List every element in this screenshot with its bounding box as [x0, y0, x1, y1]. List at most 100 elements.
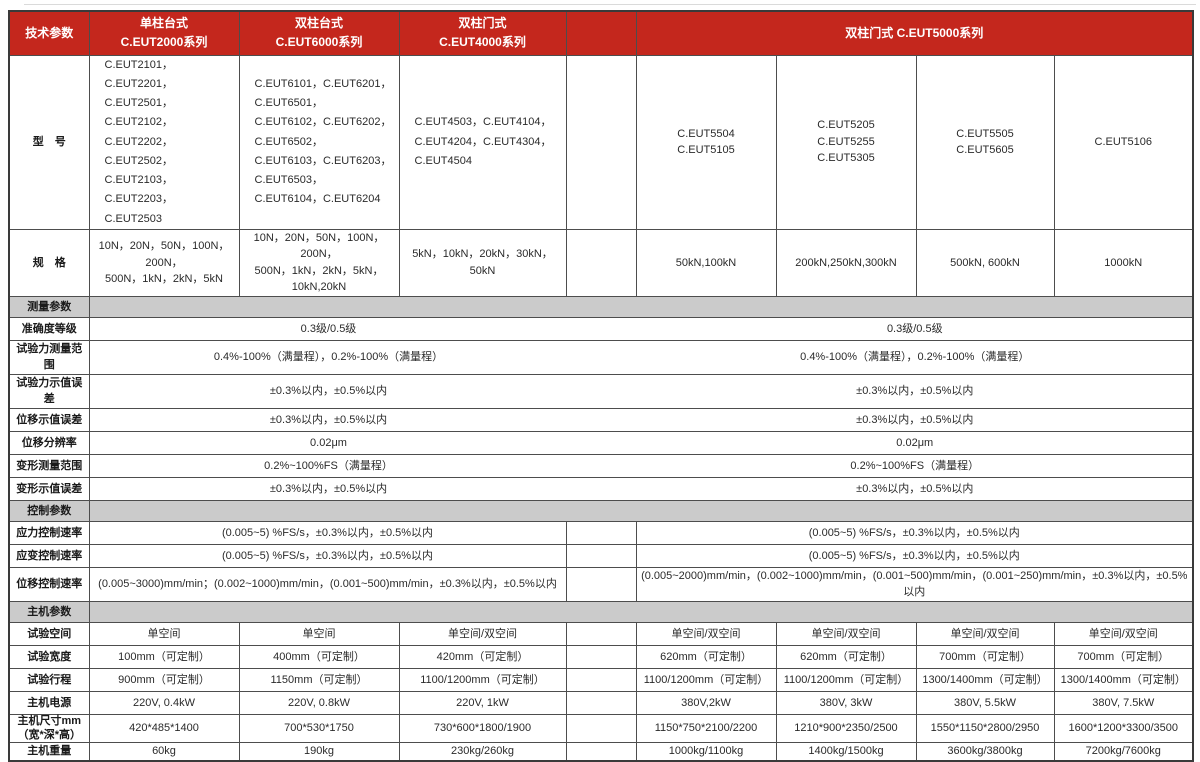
model-row: 型 号 C.EUT2101，C.EUT2201， C.EUT2501，C.EUT…	[8, 54, 1194, 230]
value-left: ±0.3%以内，±0.5%以内	[269, 482, 388, 495]
header-series-6000: 双柱台式 C.EUT6000系列	[238, 10, 400, 56]
table-row-force-range: 试验力测量范围 0.4%-100%（满量程），0.2%-100%（满量程） 0.…	[8, 339, 1194, 375]
model-cell-5000-c: C.EUT5505 C.EUT5605	[915, 54, 1055, 230]
value-left: (0.005~5) %FS/s，±0.3%以内，±0.5%以内	[88, 543, 567, 568]
value-right: (0.005~5) %FS/s，±0.3%以内，±0.5%以内	[635, 520, 1194, 545]
header-series-4000: 双柱门式 C.EUT4000系列	[398, 10, 567, 56]
capacity-cell-4000: 5kN，10kN，20kN，30kN，50kN	[398, 228, 567, 297]
table-row-displacement-resolution: 位移分辨率 0.02μm 0.02μm	[8, 430, 1194, 455]
machine-section-band: 主机参数	[8, 600, 1194, 623]
measurement-section-band: 测量参数	[8, 295, 1194, 318]
cell-4000: 1100/1200mm（可定制）	[398, 667, 567, 692]
cell-2000: 220V, 0.4kW	[88, 690, 240, 715]
cell-5000-b: 380V, 3kW	[775, 690, 917, 715]
spec-table: 技术参数 单柱台式 C.EUT2000系列 双柱台式 C.EUT6000系列 双…	[8, 10, 1195, 762]
value-right: 0.4%-100%（满量程），0.2%-100%（满量程）	[800, 351, 1030, 363]
cell-5000-d: 7200kg/7600kg	[1053, 742, 1194, 762]
capacity-cell-6000: 10N，20N，50N，100N，200N， 500N，1kN，2kN，5kN，…	[238, 228, 400, 297]
cell-6000: 190kg	[238, 742, 400, 762]
table-header-row: 技术参数 单柱台式 C.EUT2000系列 双柱台式 C.EUT6000系列 双…	[8, 10, 1194, 56]
value-right: ±0.3%以内，±0.5%以内	[856, 482, 974, 495]
measurement-section-title: 测量参数	[8, 295, 90, 318]
capacity-cell-2000: 10N，20N，50N，100N，200N， 500N，1kN，2kN，5kN	[88, 228, 240, 297]
table-row-deformation-error: 变形示值误差 ±0.3%以内，±0.5%以内 ±0.3%以内，±0.5%以内	[8, 476, 1194, 501]
cell-5000-b: 1100/1200mm（可定制）	[775, 667, 917, 692]
row-label: 主机尺寸mm （宽*深*高）	[8, 713, 90, 744]
row-label: 位移分辨率	[8, 430, 90, 455]
value-right: 0.2%~100%FS（满量程）	[850, 459, 980, 472]
machine-section-title: 主机参数	[8, 600, 90, 623]
value-right: 0.3级/0.5级	[886, 322, 943, 335]
row-label: 应变控制速率	[8, 543, 90, 568]
model-cell-2000: C.EUT2101，C.EUT2201， C.EUT2501，C.EUT2102…	[88, 54, 240, 230]
cell-4000: 230kg/260kg	[398, 742, 567, 762]
cell-2000: 100mm（可定制）	[88, 644, 240, 669]
row-label: 试验宽度	[8, 644, 90, 669]
cell-6000: 700*530*1750	[238, 713, 400, 744]
cell-spacer	[565, 690, 637, 715]
row-values: 0.3级/0.5级 0.3级/0.5级	[88, 316, 1194, 341]
cell-5000-d: 1300/1400mm（可定制）	[1053, 667, 1194, 692]
control-section-band: 控制参数	[8, 499, 1194, 522]
cell-5000-a: 1150*750*2100/2200	[635, 713, 777, 744]
cell-4000: 420mm（可定制）	[398, 644, 567, 669]
row-values: ±0.3%以内，±0.5%以内 ±0.3%以内，±0.5%以内	[88, 407, 1194, 432]
table-row-power: 主机电源 220V, 0.4kW 220V, 0.8kW 220V, 1kW 3…	[8, 690, 1194, 715]
row-label: 应力控制速率	[8, 520, 90, 545]
control-section-band-fill	[88, 499, 1194, 522]
cell-2000: 60kg	[88, 742, 240, 762]
cell-4000: 220V, 1kW	[398, 690, 567, 715]
value-left: 0.2%~100%FS（满量程）	[264, 459, 393, 472]
cell-5000-c: 3600kg/3800kg	[915, 742, 1055, 762]
cell-2000: 900mm（可定制）	[88, 667, 240, 692]
row-label: 位移示值误差	[8, 407, 90, 432]
value-left: 0.02μm	[310, 436, 347, 449]
table-row-deformation-range: 变形测量范围 0.2%~100%FS（满量程） 0.2%~100%FS（满量程）	[8, 453, 1194, 478]
row-values: 0.2%~100%FS（满量程） 0.2%~100%FS（满量程）	[88, 453, 1194, 478]
cell-6000: 1150mm（可定制）	[238, 667, 400, 692]
table-row-strain-rate: 应变控制速率 (0.005~5) %FS/s，±0.3%以内，±0.5%以内 (…	[8, 543, 1194, 568]
capacity-spacer-cell	[565, 228, 637, 297]
capacity-row-label: 规 格	[8, 228, 90, 297]
cell-spacer	[565, 742, 637, 762]
value-spacer	[565, 520, 637, 545]
header-series-2000: 单柱台式 C.EUT2000系列	[88, 10, 240, 56]
capacity-cell-5000-a: 50kN,100kN	[635, 228, 777, 297]
value-right: 0.02μm	[896, 436, 934, 449]
row-values: ±0.3%以内，±0.5%以内 ±0.3%以内，±0.5%以内	[88, 476, 1194, 501]
cell-5000-d: 1600*1200*3300/3500	[1053, 713, 1194, 744]
cell-5000-a: 380V,2kW	[635, 690, 777, 715]
header-series-5000: 双柱门式 C.EUT5000系列	[635, 10, 1194, 56]
row-label: 准确度等级	[8, 316, 90, 341]
value-right: (0.005~2000)mm/min，(0.002~1000)mm/min，(0…	[635, 566, 1194, 602]
measurement-section-band-fill	[88, 295, 1194, 318]
value-right: ±0.3%以内，±0.5%以内	[856, 413, 974, 426]
row-values: ±0.3%以内，±0.5%以内 ±0.3%以内，±0.5%以内	[88, 373, 1194, 409]
table-row-test-width: 试验宽度 100mm（可定制） 400mm（可定制） 420mm（可定制） 62…	[8, 644, 1194, 669]
table-row-stress-rate: 应力控制速率 (0.005~5) %FS/s，±0.3%以内，±0.5%以内 (…	[8, 520, 1194, 545]
row-label: 试验力测量范围	[8, 339, 90, 375]
value-spacer	[565, 566, 637, 602]
value-right: ±0.3%以内，±0.5%以内	[856, 385, 974, 397]
cell-5000-a: 1100/1200mm（可定制）	[635, 667, 777, 692]
cell-5000-c: 380V, 5.5kW	[915, 690, 1055, 715]
row-values: 0.4%-100%（满量程），0.2%-100%（满量程） 0.4%-100%（…	[88, 339, 1194, 375]
cell-5000-a: 620mm（可定制）	[635, 644, 777, 669]
row-label: 位移控制速率	[8, 566, 90, 602]
value-left: ±0.3%以内，±0.5%以内	[269, 385, 388, 397]
cell-spacer	[565, 667, 637, 692]
value-right: (0.005~5) %FS/s，±0.3%以内，±0.5%以内	[635, 543, 1194, 568]
cell-2000: 420*485*1400	[88, 713, 240, 744]
table-row-force-error: 试验力示值误差 ±0.3%以内，±0.5%以内 ±0.3%以内，±0.5%以内	[8, 373, 1194, 409]
cell-5000-b: 1210*900*2350/2500	[775, 713, 917, 744]
cell-5000-d: 700mm（可定制）	[1053, 644, 1194, 669]
model-cell-5000-d: C.EUT5106	[1053, 54, 1194, 230]
table-row-displacement-error: 位移示值误差 ±0.3%以内，±0.5%以内 ±0.3%以内，±0.5%以内	[8, 407, 1194, 432]
value-left: 0.3级/0.5级	[300, 322, 357, 335]
row-label: 主机重量	[8, 742, 90, 762]
value-left: ±0.3%以内，±0.5%以内	[269, 413, 388, 426]
capacity-cell-5000-b: 200kN,250kN,300kN	[775, 228, 917, 297]
cell-5000-d: 380V, 7.5kW	[1053, 690, 1194, 715]
control-section-title: 控制参数	[8, 499, 90, 522]
cell-6000: 220V, 0.8kW	[238, 690, 400, 715]
